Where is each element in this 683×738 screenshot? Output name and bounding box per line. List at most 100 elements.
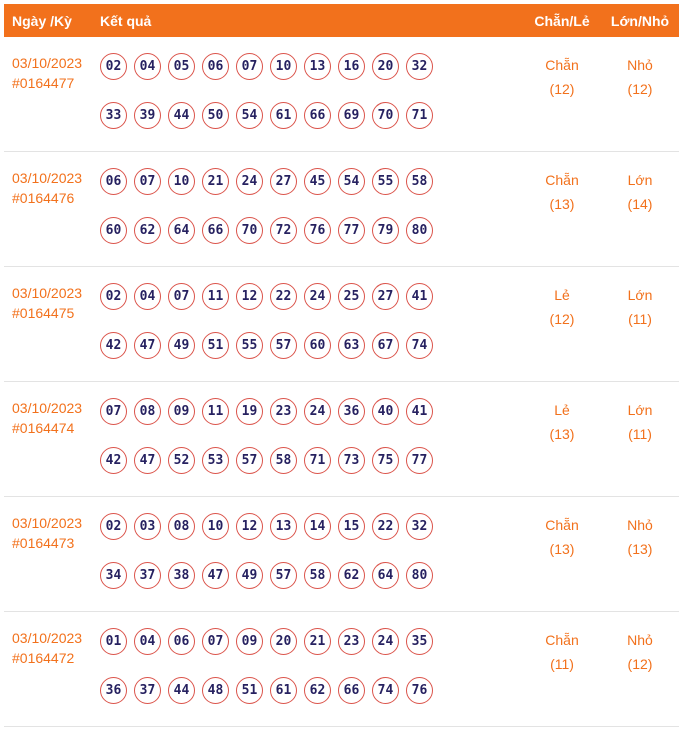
size-value: Lớn	[627, 287, 653, 303]
parity-cell: Chẵn (11)	[523, 628, 601, 704]
number-ball: 35	[406, 628, 433, 655]
number-ball: 08	[134, 398, 161, 425]
result-row: 03/10/2023 #0164472 01 04 06 07 09 20 21 23 24 35…	[4, 612, 679, 727]
number-ball: 74	[406, 332, 433, 359]
result-row: 03/10/2023 #0164474 07 08 09 11 19 23 24 36 40 41…	[4, 382, 679, 497]
number-ball: 76	[304, 217, 331, 244]
number-ball: 03	[134, 513, 161, 540]
number-ball: 80	[406, 562, 433, 589]
draw-date: 03/10/2023	[12, 285, 83, 301]
numbers-cell: 02 04 05 06 07 10 13 16 20 32 33 39 44 50 54 61 66 69 70 7…	[100, 53, 523, 129]
numbers-line-2: 34 37 38 47 49 57 58 62 64 80	[100, 562, 523, 589]
size-count: (11)	[628, 426, 652, 443]
draw-info-cell: 03/10/2023 #0164474	[4, 398, 100, 474]
number-ball: 02	[100, 283, 127, 310]
size-value: Nhỏ	[627, 57, 653, 73]
number-ball: 04	[134, 283, 161, 310]
draw-id: #0164476	[12, 190, 75, 207]
number-ball: 47	[134, 332, 161, 359]
parity-value: Lẻ	[554, 402, 570, 418]
number-ball: 60	[304, 332, 331, 359]
header-parity-label: Chẵn/Lẻ	[534, 12, 590, 29]
number-ball: 77	[406, 447, 433, 474]
numbers-line-1: 02 04 07 11 12 22 24 25 27 41	[100, 283, 523, 310]
number-ball: 32	[406, 53, 433, 80]
number-ball: 71	[304, 447, 331, 474]
number-ball: 05	[168, 53, 195, 80]
number-ball: 66	[304, 102, 331, 129]
draw-info-cell: 03/10/2023 #0164475	[4, 283, 100, 359]
number-ball: 10	[168, 168, 195, 195]
numbers-line-1: 01 04 06 07 09 20 21 23 24 35	[100, 628, 523, 655]
number-ball: 23	[270, 398, 297, 425]
number-ball: 75	[372, 447, 399, 474]
number-ball: 73	[338, 447, 365, 474]
number-ball: 02	[100, 513, 127, 540]
results-table-header: Ngày /Kỳ Kết quả Chẵn/Lẻ Lớn/Nhỏ	[4, 4, 679, 37]
number-ball: 52	[168, 447, 195, 474]
number-ball: 04	[134, 53, 161, 80]
number-ball: 66	[202, 217, 229, 244]
number-ball: 33	[100, 102, 127, 129]
parity-count: (12)	[549, 81, 575, 98]
size-value: Nhỏ	[627, 517, 653, 533]
draw-date: 03/10/2023	[12, 630, 83, 646]
number-ball: 10	[202, 513, 229, 540]
numbers-line-1: 06 07 10 21 24 27 45 54 55 58	[100, 168, 523, 195]
number-ball: 55	[236, 332, 263, 359]
draw-info-cell: 03/10/2023 #0164473	[4, 513, 100, 589]
draw-date: 03/10/2023	[12, 55, 83, 71]
number-ball: 55	[372, 168, 399, 195]
number-ball: 14	[304, 513, 331, 540]
size-value: Lớn	[627, 402, 653, 418]
number-ball: 27	[372, 283, 399, 310]
number-ball: 21	[304, 628, 331, 655]
number-ball: 50	[202, 102, 229, 129]
parity-cell: Chẵn (12)	[523, 53, 601, 129]
numbers-cell: 07 08 09 11 19 23 24 36 40 41 42 47 52 53 57 58 71 73 75 7…	[100, 398, 523, 474]
numbers-line-1: 02 04 05 06 07 10 13 16 20 32	[100, 53, 523, 80]
parity-count: (13)	[549, 541, 575, 558]
number-ball: 64	[372, 562, 399, 589]
numbers-cell: 02 03 08 10 12 13 14 15 22 32 34 37 38 47 49 57 58 62 64 8…	[100, 513, 523, 589]
number-ball: 07	[202, 628, 229, 655]
numbers-cell: 06 07 10 21 24 27 45 54 55 58 60 62 64 66 70 72 76 77 79 8…	[100, 168, 523, 244]
size-cell: Lớn (14)	[601, 168, 679, 244]
number-ball: 44	[168, 102, 195, 129]
number-ball: 19	[236, 398, 263, 425]
parity-count: (12)	[549, 311, 575, 328]
number-ball: 62	[338, 562, 365, 589]
size-count: (11)	[628, 311, 652, 328]
number-ball: 20	[372, 53, 399, 80]
numbers-line-2: 42 47 52 53 57 58 71 73 75 77	[100, 447, 523, 474]
header-size-label: Lớn/Nhỏ	[610, 12, 670, 29]
number-ball: 12	[236, 513, 263, 540]
number-ball: 70	[236, 217, 263, 244]
draw-date: 03/10/2023	[12, 170, 83, 186]
number-ball: 67	[372, 332, 399, 359]
number-ball: 20	[270, 628, 297, 655]
draw-id: #0164473	[12, 535, 75, 552]
results-table-body: 03/10/2023 #0164477 02 04 05 06 07 10 13 16 20 32…	[4, 37, 679, 727]
draw-info-cell: 03/10/2023 #0164476	[4, 168, 100, 244]
size-cell: Lớn (11)	[601, 398, 679, 474]
number-ball: 15	[338, 513, 365, 540]
number-ball: 54	[236, 102, 263, 129]
number-ball: 11	[202, 398, 229, 425]
number-ball: 70	[372, 102, 399, 129]
size-count: (13)	[627, 541, 653, 558]
size-cell: Nhỏ (12)	[601, 628, 679, 704]
number-ball: 51	[236, 677, 263, 704]
number-ball: 49	[168, 332, 195, 359]
number-ball: 07	[236, 53, 263, 80]
numbers-line-1: 07 08 09 11 19 23 24 36 40 41	[100, 398, 523, 425]
number-ball: 36	[100, 677, 127, 704]
number-ball: 62	[134, 217, 161, 244]
size-value: Lớn	[627, 172, 653, 188]
number-ball: 61	[270, 677, 297, 704]
parity-value: Chẵn	[545, 57, 579, 73]
number-ball: 47	[134, 447, 161, 474]
numbers-line-2: 60 62 64 66 70 72 76 77 79 80	[100, 217, 523, 244]
number-ball: 24	[372, 628, 399, 655]
